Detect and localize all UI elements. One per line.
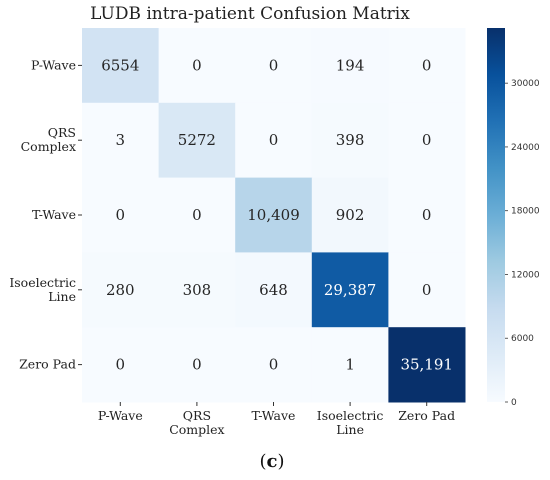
heatmap-cell-r0-c3 — [311, 28, 389, 104]
panel-label: (c) — [259, 451, 284, 472]
row-tick-labels: P-Wave QRS Complex T-Wave Isoelectric Line Zer… — [9, 57, 82, 372]
row-tick-label-1: QRS Complex — [21, 125, 76, 154]
row-tick-label-2: T-Wave — [32, 207, 76, 222]
cell-value-label-r3-c3: 29,387 — [324, 281, 377, 299]
row-tick-label-4: Zero Pad — [19, 357, 76, 372]
heatmap-cell-r0-c2 — [235, 28, 313, 104]
heatmap-cell-r3-c3 — [311, 252, 389, 328]
cell-value-label-r4-c0: 0 — [116, 356, 126, 374]
cell-value-label-r2-c2: 10,409 — [247, 206, 300, 224]
chart-title: LUDB intra-patient Confusion Matrix — [90, 4, 410, 24]
colorbar-gradient — [487, 28, 505, 402]
cell-value-label-r3-c1: 308 — [183, 281, 212, 299]
colorbar-tick-label-5: 30000 — [511, 79, 540, 89]
cell-value-label-r1-c4: 0 — [422, 131, 432, 149]
col-tick-label-0: P-Wave — [98, 408, 143, 423]
cell-value-label-r4-c1: 0 — [192, 356, 202, 374]
heatmap-cell-r2-c3 — [311, 177, 389, 253]
heatmap-cells: 6554 0 0 194 0 3 5272 0 398 0 0 0 10,409 902 0 280 308 64… — [82, 28, 466, 403]
heatmap-cell-r4-c2 — [235, 327, 313, 403]
heatmap-cell-r2-c1 — [158, 177, 236, 253]
heatmap-cell-r0-c4 — [388, 28, 466, 104]
colorbar-tick-label-4: 24000 — [511, 143, 540, 153]
colorbar-tick-label-1: 6000 — [511, 334, 534, 344]
cell-value-label-r2-c4: 0 — [422, 206, 432, 224]
heatmap-cell-r4-c3 — [311, 327, 389, 403]
heatmap-cell-r4-c4 — [388, 327, 466, 403]
cell-value-label-r3-c4: 0 — [422, 281, 432, 299]
column-tick-labels: P-Wave QRS Complex T-Wave Isoelectric Line Zer… — [98, 402, 455, 437]
heatmap-cell-r3-c0 — [82, 252, 160, 328]
heatmap-cell-r2-c4 — [388, 177, 466, 253]
cell-value-label-r2-c3: 902 — [336, 206, 365, 224]
colorbar: 0 6000 12000 18000 24000 30000 — [487, 28, 540, 408]
cell-value-label-r1-c3: 398 — [336, 131, 365, 149]
row-tick-label-0: P-Wave — [31, 57, 76, 72]
heatmap-cell-r1-c4 — [388, 102, 466, 179]
cell-value-label-r0-c2: 0 — [269, 56, 279, 74]
heatmap-cell-r4-c0 — [82, 327, 160, 403]
cell-value-label-r4-c3: 1 — [345, 356, 355, 374]
heatmap-cell-r4-c1 — [158, 327, 236, 403]
col-tick-label-2: T-Wave — [252, 408, 296, 423]
heatmap-cell-r0-c1 — [158, 28, 236, 104]
colorbar-tick-label-0: 0 — [511, 398, 517, 408]
cell-value-label-r4-c4: 35,191 — [400, 356, 453, 374]
heatmap-cell-r0-c0 — [82, 28, 160, 104]
heatmap-cell-r3-c2 — [235, 252, 313, 328]
cell-value-label-r3-c2: 648 — [259, 281, 288, 299]
col-tick-label-3: Isoelectric Line — [317, 408, 384, 437]
col-tick-label-1: QRS Complex — [169, 408, 224, 437]
heatmap-cell-r2-c0 — [82, 177, 160, 253]
cell-value-label-r0-c4: 0 — [422, 56, 432, 74]
cell-value-label-r2-c0: 0 — [116, 206, 126, 224]
cell-value-label-r0-c3: 194 — [336, 56, 365, 74]
heatmap-cell-r1-c1 — [158, 102, 236, 179]
cell-value-label-r3-c0: 280 — [106, 281, 135, 299]
heatmap-cell-r1-c3 — [311, 102, 389, 179]
heatmap-cell-r1-c2 — [235, 102, 313, 179]
cell-value-label-r1-c2: 0 — [269, 131, 279, 149]
col-tick-label-4: Zero Pad — [398, 408, 455, 423]
heatmap-cell-r3-c4 — [388, 252, 466, 328]
colorbar-tick-label-2: 12000 — [511, 270, 540, 280]
cell-value-label-r0-c0: 6554 — [101, 56, 139, 74]
cell-value-label-r4-c2: 0 — [269, 356, 279, 374]
heatmap-cell-r3-c1 — [158, 252, 236, 328]
cell-value-label-r1-c0: 3 — [116, 131, 126, 149]
colorbar-tick-label-3: 18000 — [511, 207, 540, 217]
row-tick-label-3: Isoelectric Line — [9, 275, 76, 304]
cell-value-label-r1-c1: 5272 — [178, 131, 216, 149]
cell-value-label-r0-c1: 0 — [192, 56, 202, 74]
cell-value-label-r2-c1: 0 — [192, 206, 202, 224]
heatmap-cell-r1-c0 — [82, 102, 160, 179]
heatmap-cell-r2-c2 — [235, 177, 313, 253]
